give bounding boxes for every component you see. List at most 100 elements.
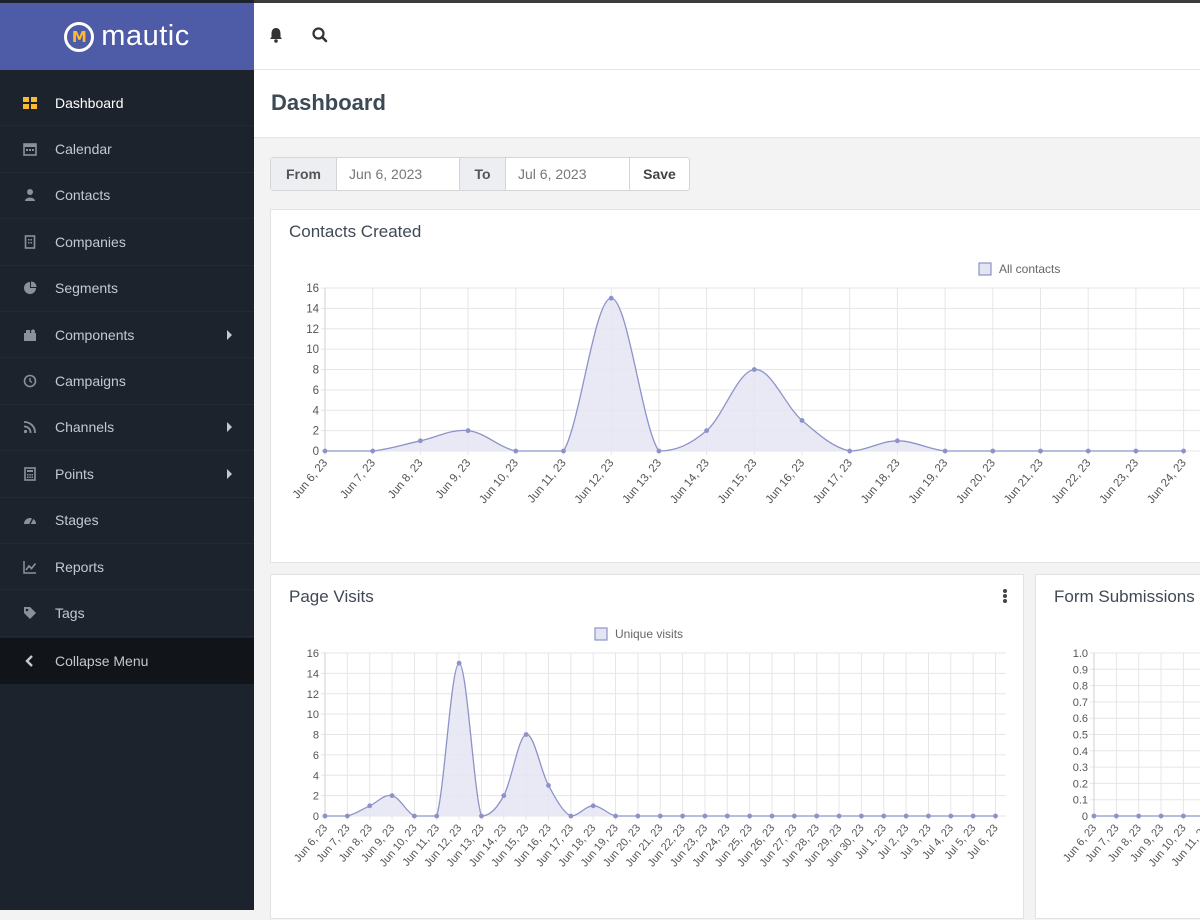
data-point[interactable] xyxy=(590,803,596,809)
data-point[interactable] xyxy=(926,813,931,819)
data-point[interactable] xyxy=(990,448,996,454)
series-line xyxy=(325,297,1184,452)
data-point[interactable] xyxy=(568,813,574,819)
sidebar-item-stages[interactable]: Stages xyxy=(0,498,254,544)
legend-label[interactable]: All contacts xyxy=(999,262,1060,276)
sidebar-item-companies[interactable]: Companies xyxy=(0,219,254,266)
data-point[interactable] xyxy=(1158,813,1164,819)
data-point[interactable] xyxy=(434,813,440,819)
data-point[interactable] xyxy=(903,813,909,819)
data-point[interactable] xyxy=(895,438,900,444)
data-point[interactable] xyxy=(680,813,685,819)
data-point[interactable] xyxy=(465,428,471,434)
data-point[interactable] xyxy=(769,813,775,819)
data-point[interactable] xyxy=(747,813,753,819)
x-tick-label: Jun 16, 23 xyxy=(764,457,808,506)
data-point[interactable] xyxy=(370,448,376,454)
x-tick-label: Jun 9, 23 xyxy=(434,457,474,501)
data-point[interactable] xyxy=(702,813,708,819)
sidebar-item-tags[interactable]: Tags xyxy=(0,590,254,637)
data-point[interactable] xyxy=(751,367,757,372)
x-tick-label: Jun 7, 23 xyxy=(338,457,378,501)
data-point[interactable] xyxy=(412,813,417,819)
sidebar-item-segments[interactable]: Segments xyxy=(0,266,254,312)
brand-logo[interactable]: M mautic xyxy=(0,3,254,70)
y-tick-label: 14 xyxy=(306,303,319,315)
sidebar-item-channels[interactable]: Channels xyxy=(0,405,254,452)
data-point[interactable] xyxy=(513,448,519,454)
data-point[interactable] xyxy=(418,438,423,444)
data-point[interactable] xyxy=(948,813,954,819)
data-point[interactable] xyxy=(799,418,805,423)
from-label: From xyxy=(271,158,337,190)
search-icon[interactable] xyxy=(310,25,330,45)
data-point[interactable] xyxy=(791,813,797,819)
page-title: Dashboard xyxy=(271,90,386,115)
data-point[interactable] xyxy=(1038,448,1043,454)
from-date-input[interactable]: Jun 6, 2023 xyxy=(337,158,460,190)
legend-label[interactable]: Unique visits xyxy=(615,627,683,641)
data-point[interactable] xyxy=(656,448,662,454)
data-point[interactable] xyxy=(1181,448,1186,454)
caret-right-icon xyxy=(227,329,232,340)
data-point[interactable] xyxy=(608,295,614,301)
data-point[interactable] xyxy=(523,732,529,737)
sidebar-item-points[interactable]: Points xyxy=(0,451,254,498)
data-point[interactable] xyxy=(881,813,887,819)
data-point[interactable] xyxy=(1133,448,1139,454)
sidebar-item-label: Contacts xyxy=(55,187,111,204)
user-icon xyxy=(22,187,38,203)
data-point[interactable] xyxy=(1085,448,1091,454)
data-point[interactable] xyxy=(1181,813,1186,819)
data-point[interactable] xyxy=(704,428,709,434)
data-point[interactable] xyxy=(1136,813,1142,819)
sidebar-item-campaigns[interactable]: Campaigns xyxy=(0,358,254,405)
caret-right-icon xyxy=(227,422,232,433)
data-point[interactable] xyxy=(1113,813,1119,819)
y-tick-label: 12 xyxy=(306,324,319,336)
bell-icon[interactable] xyxy=(266,25,286,45)
sidebar-item-label: Companies xyxy=(55,233,126,250)
sidebar-item-components[interactable]: Components xyxy=(0,312,254,359)
caret-right-icon xyxy=(227,468,232,479)
x-tick-label: Jun 21, 23 xyxy=(1002,457,1046,506)
data-point[interactable] xyxy=(546,783,551,788)
data-point[interactable] xyxy=(836,813,842,819)
data-point[interactable] xyxy=(657,813,663,819)
data-point[interactable] xyxy=(859,813,864,819)
series-area xyxy=(325,663,996,816)
pie-chart-icon xyxy=(22,280,38,296)
y-tick-label: 12 xyxy=(307,689,319,701)
data-point[interactable] xyxy=(1091,813,1097,819)
widget-title: Contacts Created xyxy=(289,222,422,241)
data-point[interactable] xyxy=(322,448,328,454)
data-point[interactable] xyxy=(389,793,395,799)
data-point[interactable] xyxy=(561,448,566,454)
data-point[interactable] xyxy=(993,813,998,819)
data-point[interactable] xyxy=(635,813,641,819)
data-point[interactable] xyxy=(322,813,328,819)
data-point[interactable] xyxy=(942,448,948,454)
to-date-input[interactable]: Jul 6, 2023 xyxy=(506,158,630,190)
sidebar-item-dashboard[interactable]: Dashboard xyxy=(0,80,254,127)
data-point[interactable] xyxy=(613,813,618,819)
sidebar-item-reports[interactable]: Reports xyxy=(0,544,254,591)
data-point[interactable] xyxy=(970,813,976,819)
save-button[interactable]: Save xyxy=(643,166,676,182)
data-point[interactable] xyxy=(814,813,820,819)
data-point[interactable] xyxy=(479,813,484,819)
data-point[interactable] xyxy=(724,813,730,819)
data-point[interactable] xyxy=(456,660,462,666)
data-point[interactable] xyxy=(501,793,507,799)
data-point[interactable] xyxy=(847,448,853,454)
widget-title: Form Submissions xyxy=(1054,587,1195,606)
data-point[interactable] xyxy=(344,813,350,819)
sidebar-item-contacts[interactable]: Contacts xyxy=(0,173,254,220)
x-tick-label: Jun 8, 23 xyxy=(386,457,426,501)
collapse-menu-button[interactable]: Collapse Menu xyxy=(0,638,254,684)
rss-icon xyxy=(22,419,38,435)
widget-menu-icon[interactable] xyxy=(1003,589,1007,603)
sidebar-item-calendar[interactable]: Calendar xyxy=(0,126,254,173)
data-point[interactable] xyxy=(367,803,373,809)
